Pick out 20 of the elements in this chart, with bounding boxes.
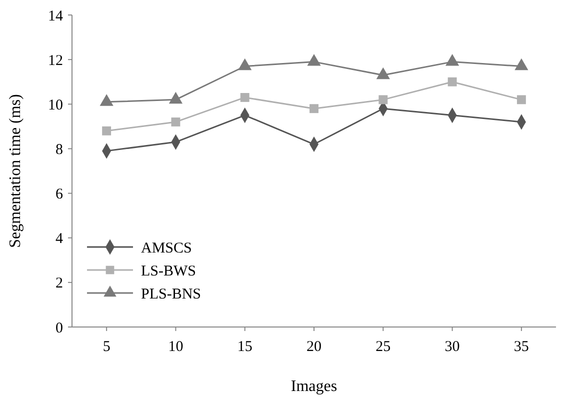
x-tick-label: 10 <box>168 339 184 355</box>
y-tick-label: 10 <box>48 97 63 114</box>
legend-label: LS-BWS <box>141 263 196 280</box>
legend-label: PLS-BNS <box>141 286 202 302</box>
y-tick-label: 0 <box>56 320 63 336</box>
x-tick-label: 35 <box>514 339 529 355</box>
y-axis-title: Segmentation time (ms) <box>7 94 24 248</box>
x-tick-label: 30 <box>444 339 460 355</box>
y-tick-label: 2 <box>56 276 63 292</box>
y-tick-label: 8 <box>56 142 63 158</box>
x-tick-label: 25 <box>376 339 391 355</box>
y-tick-label: 12 <box>48 52 63 69</box>
legend-label: AMSCS <box>141 240 192 256</box>
x-axis-title: Images <box>290 378 338 395</box>
y-tick-label: 4 <box>56 231 64 248</box>
y-tick-label: 14 <box>48 8 64 24</box>
x-tick-label: 5 <box>102 339 110 355</box>
x-tick-label: 20 <box>306 339 322 355</box>
x-tick-label: 15 <box>237 339 252 355</box>
y-tick-label: 6 <box>56 186 64 203</box>
